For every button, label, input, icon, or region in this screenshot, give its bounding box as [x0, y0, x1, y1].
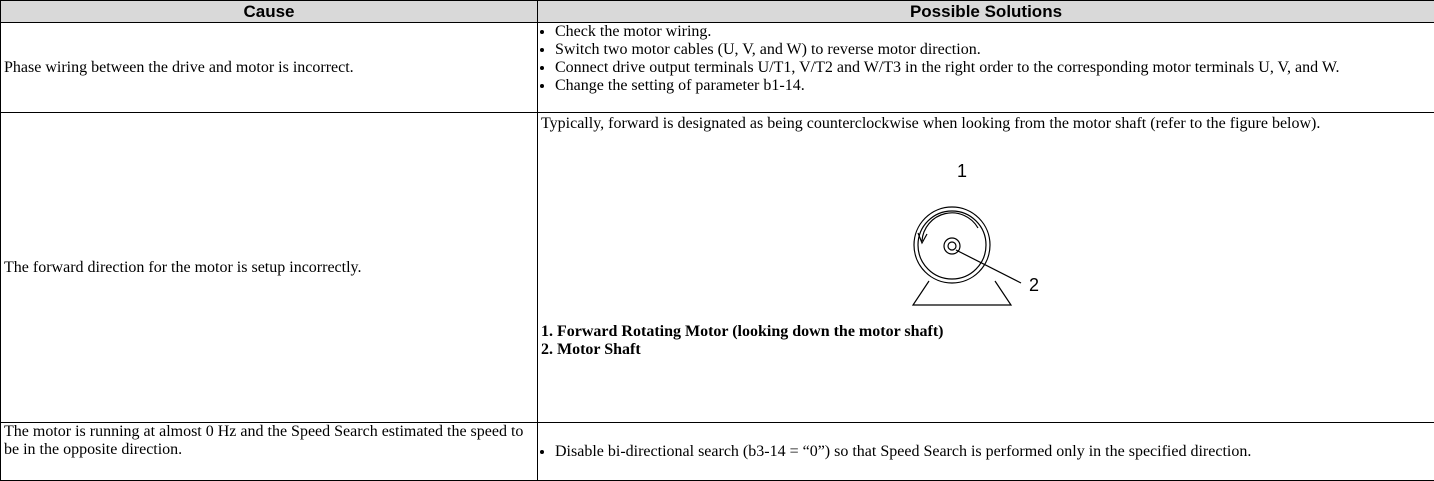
bullet: Change the setting of parameter b1-14.: [555, 77, 1431, 95]
bullet-list: Check the motor wiring. Switch two motor…: [541, 23, 1431, 95]
header-row: Cause Possible Solutions: [0, 0, 1434, 23]
figure-label: 1: [957, 161, 967, 181]
solution-cell: Check the motor wiring. Switch two motor…: [537, 22, 1434, 113]
bullet-list: Disable bi-directional search (b3-14 = “…: [541, 443, 1431, 461]
cause-cell: The forward direction for the motor is s…: [0, 112, 538, 423]
bullet: Disable bi-directional search (b3-14 = “…: [555, 443, 1431, 461]
bullet: Switch two motor cables (U, V, and W) to…: [555, 41, 1431, 59]
paragraph: Typically, forward is designated as bein…: [541, 115, 1321, 132]
solution-cell: Disable bi-directional search (b3-14 = “…: [537, 422, 1434, 481]
legend-item: 1. Forward Rotating Motor (looking down …: [541, 323, 944, 340]
legend-item: 2. Motor Shaft: [541, 341, 641, 358]
figure-label: 2: [1029, 275, 1039, 295]
cause-cell: Phase wiring between the drive and motor…: [0, 22, 538, 113]
header-cell: Possible Solutions: [537, 0, 1434, 23]
motor-drawing: [911, 206, 1022, 306]
solution-cell: Typically, forward is designated as bein…: [537, 112, 1434, 423]
row: Phase wiring between the drive and motor…: [0, 22, 1434, 113]
row: The motor is running at almost 0 Hz and …: [0, 422, 1434, 481]
bullet: Check the motor wiring.: [555, 23, 1431, 41]
bullet: Connect drive output terminals U/T1, V/T…: [555, 59, 1431, 77]
header-cell: Cause: [0, 0, 538, 23]
row: The forward direction for the motor is s…: [0, 112, 1434, 423]
motor-figure: 1 2: [911, 161, 1039, 306]
cause-cell: The motor is running at almost 0 Hz and …: [0, 422, 538, 481]
